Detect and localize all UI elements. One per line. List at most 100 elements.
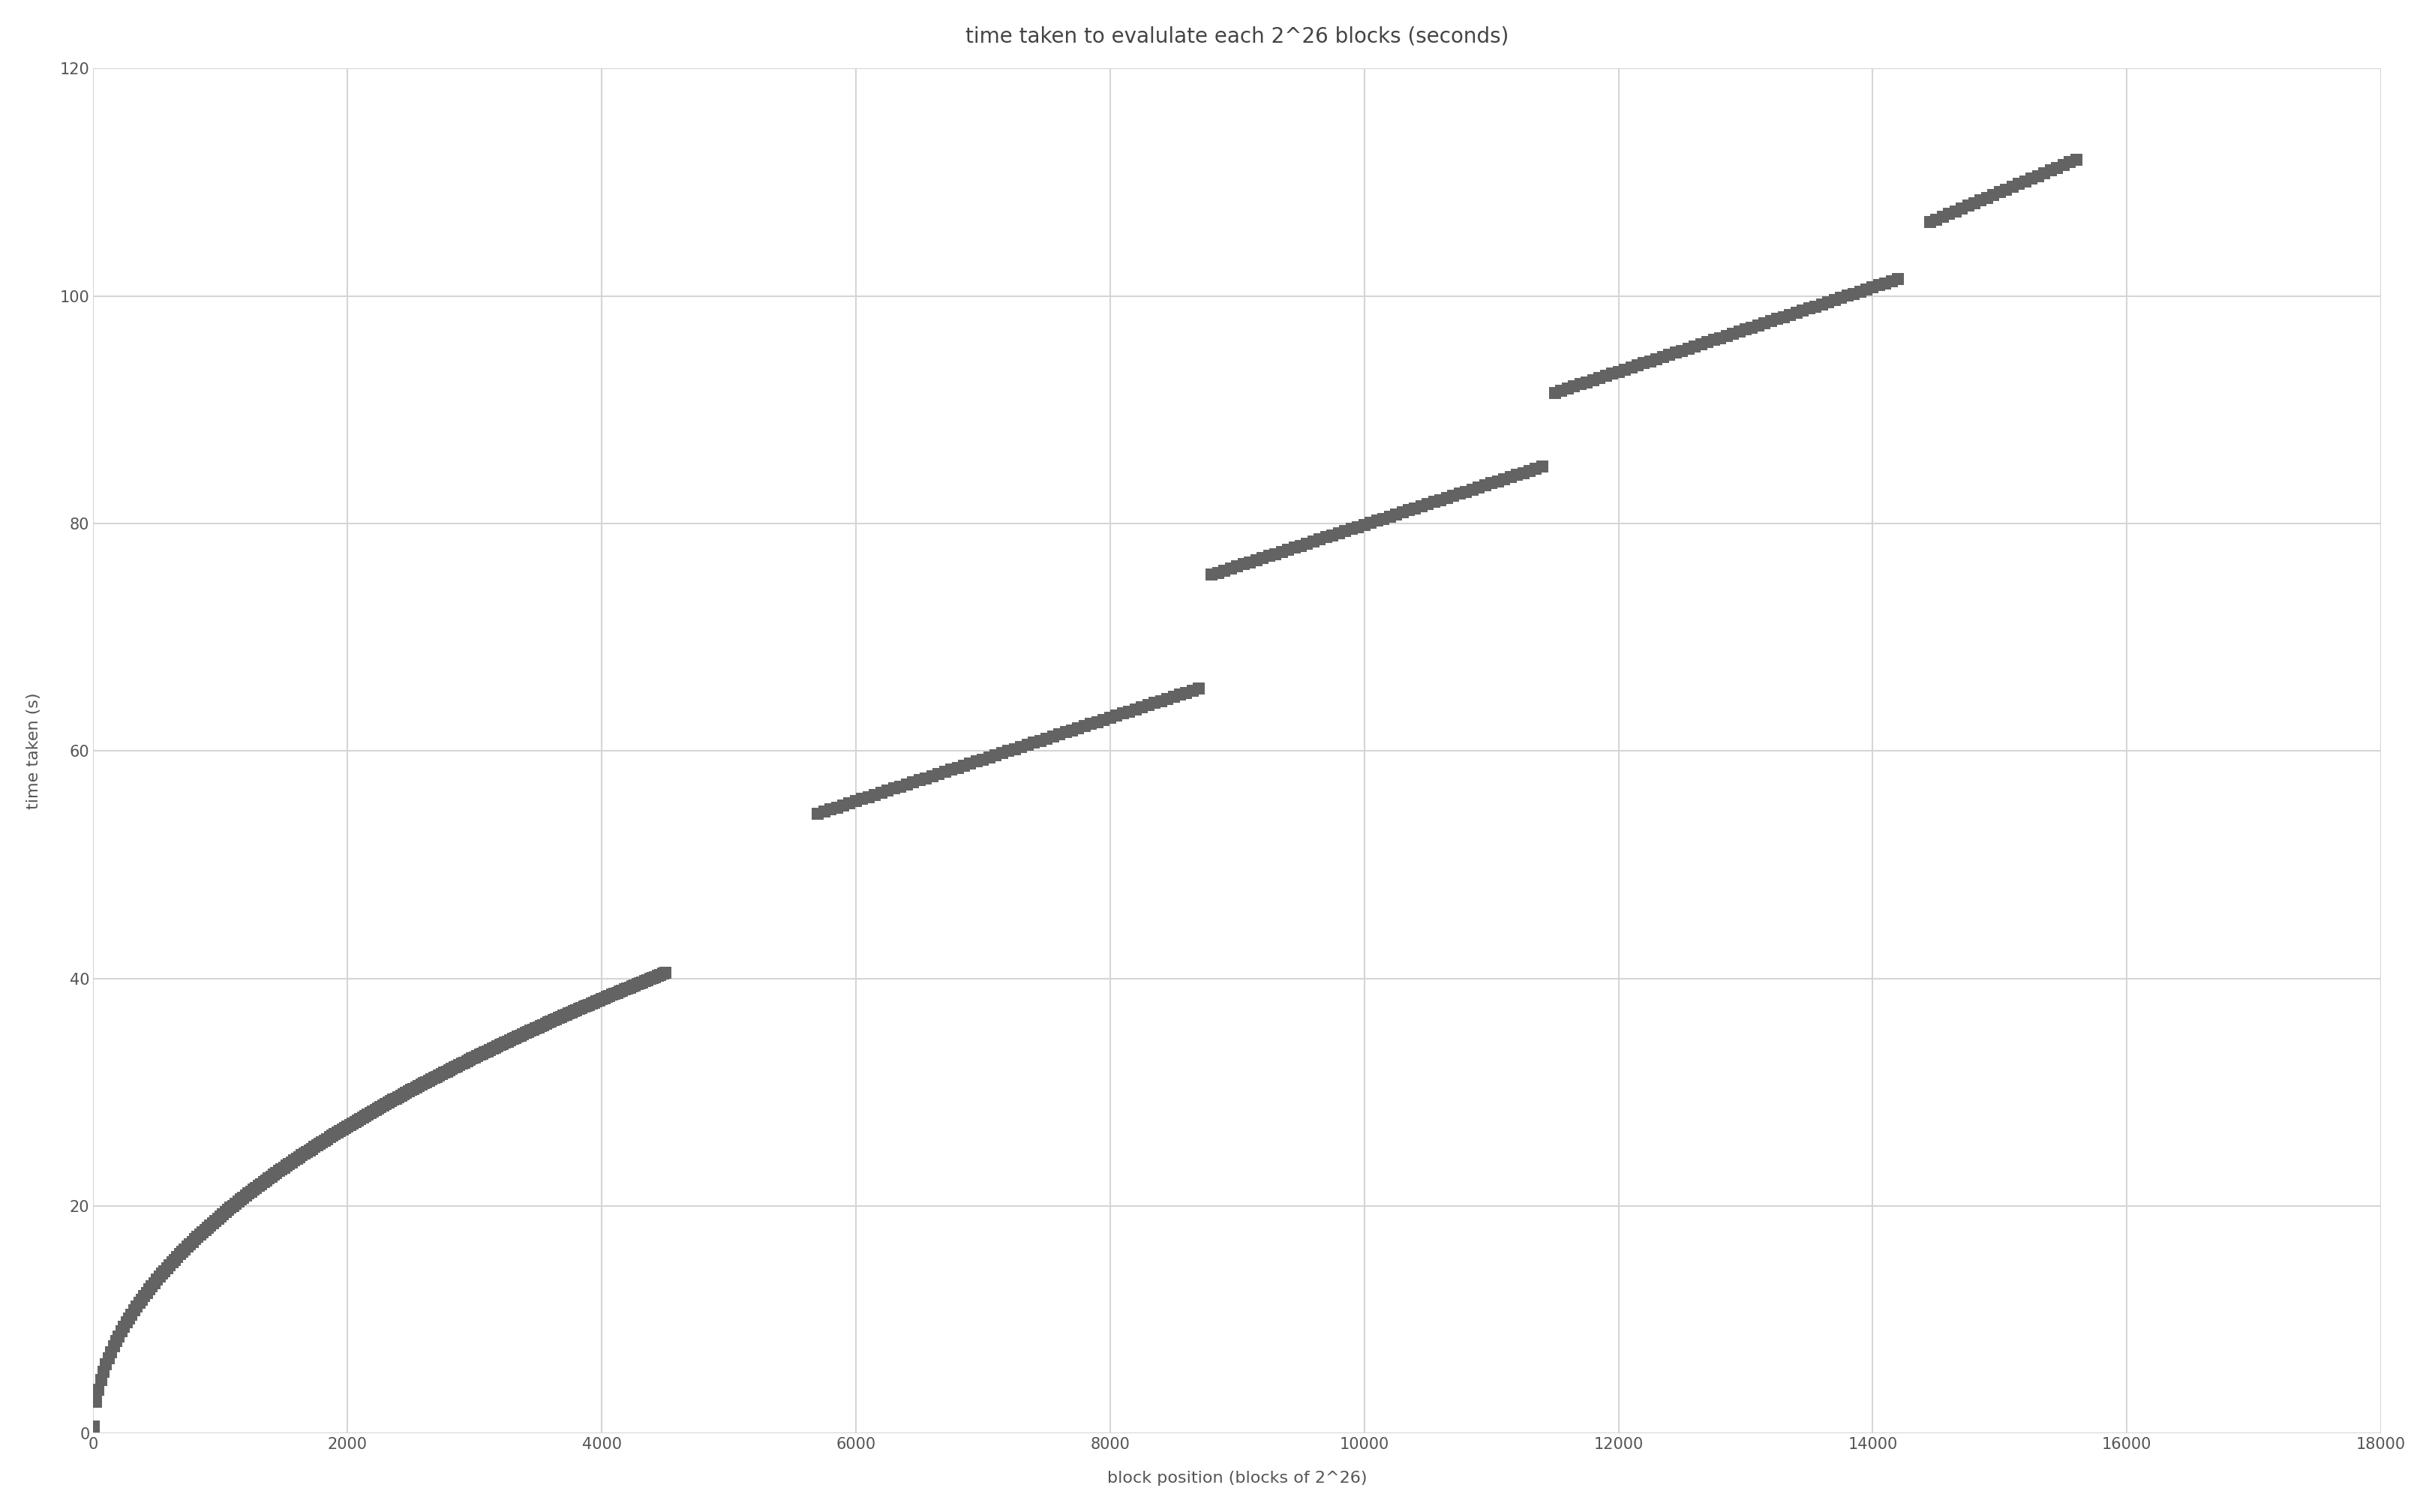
Point xyxy=(1034,724,1073,748)
Point xyxy=(246,1169,285,1193)
Point xyxy=(73,1415,112,1439)
Point xyxy=(263,1157,302,1181)
Point xyxy=(537,1007,576,1031)
Point xyxy=(1243,546,1282,570)
Point xyxy=(382,1084,421,1108)
Point xyxy=(983,741,1021,765)
Point xyxy=(1428,485,1466,510)
Point xyxy=(153,1250,192,1275)
Point xyxy=(377,1086,416,1110)
Point xyxy=(1313,523,1352,547)
Point xyxy=(180,1222,219,1246)
Y-axis label: time taken (s): time taken (s) xyxy=(27,692,41,809)
Point xyxy=(88,1352,126,1376)
Point xyxy=(1148,686,1187,711)
Point xyxy=(513,1018,552,1042)
Point xyxy=(559,996,598,1021)
Point xyxy=(204,1202,243,1226)
Point xyxy=(511,1019,550,1043)
Point xyxy=(297,1134,336,1158)
Point xyxy=(1688,330,1727,354)
Point xyxy=(1727,318,1766,342)
Point xyxy=(1301,528,1340,552)
Point xyxy=(591,984,630,1009)
Point xyxy=(409,1069,447,1093)
Point xyxy=(358,1096,396,1120)
Point xyxy=(484,1031,523,1055)
Point xyxy=(445,1051,484,1075)
Point xyxy=(277,1146,316,1170)
Point xyxy=(615,974,654,998)
Point xyxy=(219,1190,258,1214)
Point xyxy=(1802,292,1841,316)
Point xyxy=(2057,148,2096,172)
Point xyxy=(1936,200,1975,224)
Point xyxy=(75,1390,114,1414)
Point xyxy=(336,1110,375,1134)
Point xyxy=(394,1077,433,1101)
Point xyxy=(503,1022,542,1046)
Point xyxy=(443,1051,482,1075)
Point xyxy=(944,753,983,777)
Point xyxy=(1860,274,1899,298)
Point xyxy=(1338,516,1377,540)
Point xyxy=(1814,287,1853,311)
Point xyxy=(958,750,997,774)
Point xyxy=(1167,680,1206,705)
Point xyxy=(1021,729,1060,753)
Point xyxy=(1834,281,1873,305)
Point xyxy=(255,1163,294,1187)
Point xyxy=(1878,268,1916,292)
Point xyxy=(1809,290,1848,314)
Point xyxy=(562,996,601,1021)
Point xyxy=(1656,340,1695,364)
Point xyxy=(1484,467,1522,491)
Point xyxy=(520,1015,559,1039)
Point xyxy=(1783,298,1822,322)
Point xyxy=(1447,479,1486,503)
Point xyxy=(362,1095,401,1119)
Point xyxy=(927,761,966,785)
Point xyxy=(469,1037,508,1061)
Point xyxy=(1262,540,1301,564)
Point xyxy=(1719,319,1758,343)
Point xyxy=(1790,296,1829,321)
Point xyxy=(375,1087,413,1111)
Point xyxy=(805,800,844,824)
Point xyxy=(372,1089,411,1113)
Point xyxy=(1026,726,1065,750)
Point xyxy=(632,966,671,990)
Point xyxy=(1255,541,1294,565)
Point xyxy=(572,992,610,1016)
Point xyxy=(581,987,620,1012)
Point xyxy=(241,1172,280,1196)
Point xyxy=(508,1019,547,1043)
Point xyxy=(912,764,951,788)
Point xyxy=(501,1024,540,1048)
Point xyxy=(907,767,946,791)
Point xyxy=(1389,499,1428,523)
Point xyxy=(1700,327,1739,351)
Point xyxy=(214,1193,253,1217)
Point xyxy=(817,795,856,820)
Point xyxy=(122,1287,161,1311)
Point xyxy=(844,786,883,810)
Point xyxy=(868,779,907,803)
Point xyxy=(92,1340,131,1364)
Point xyxy=(644,962,683,986)
Point xyxy=(233,1178,272,1202)
Point xyxy=(1180,676,1218,700)
Point xyxy=(574,990,613,1015)
Point xyxy=(1282,534,1321,558)
Point xyxy=(139,1267,178,1291)
Point xyxy=(1192,562,1231,587)
Point xyxy=(161,1243,199,1267)
Point xyxy=(1676,334,1715,358)
Point xyxy=(586,986,625,1010)
Point xyxy=(630,966,669,990)
Point xyxy=(175,1228,214,1252)
Point xyxy=(1829,284,1868,308)
Point xyxy=(1459,475,1498,499)
Point xyxy=(535,1009,574,1033)
Point xyxy=(1199,561,1238,585)
